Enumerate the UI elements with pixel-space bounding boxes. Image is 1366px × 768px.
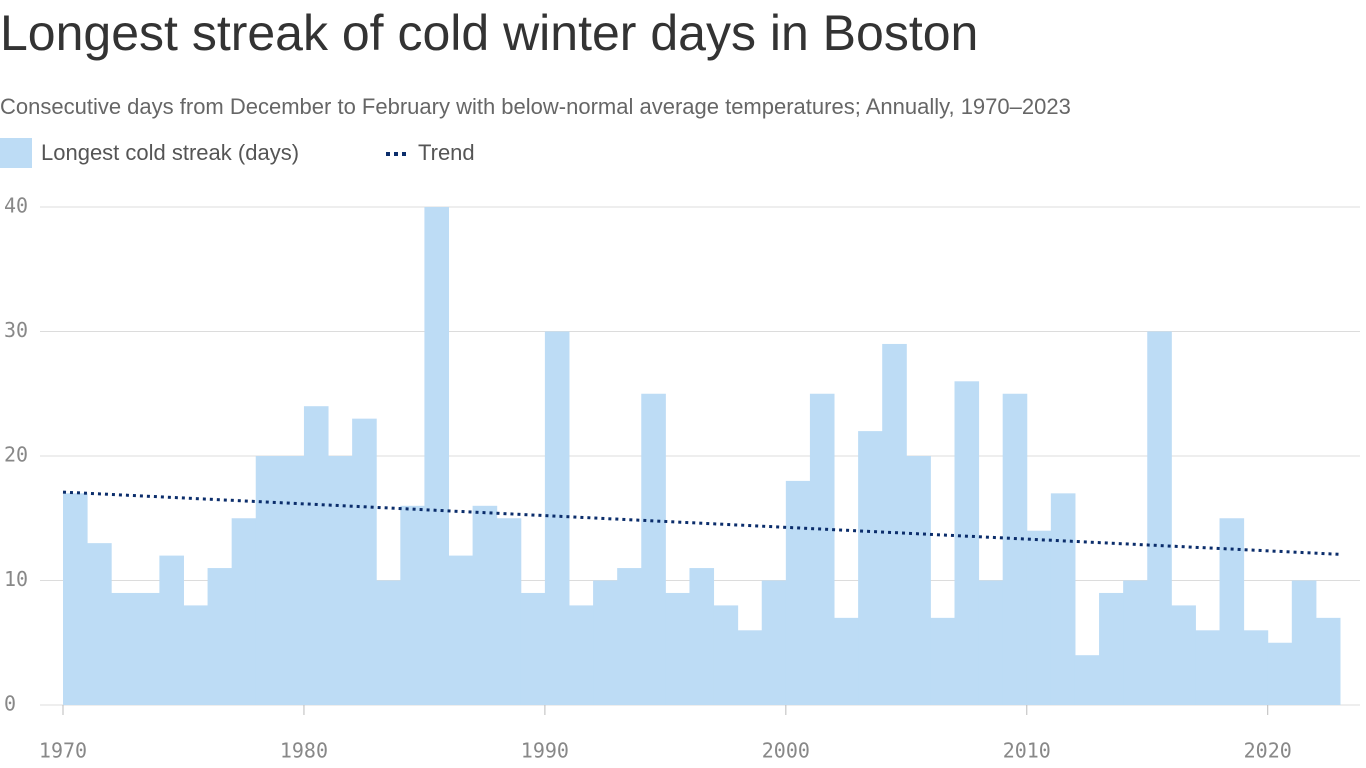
bar	[544, 331, 570, 705]
bar	[303, 406, 329, 705]
bar	[858, 431, 883, 705]
legend: Longest cold streak (days) Trend	[0, 138, 475, 168]
y-tick-label: 20	[4, 443, 28, 467]
x-tick-label: 2020	[1244, 739, 1292, 763]
overlay	[62, 490, 1341, 556]
x-tick-label: 1980	[280, 739, 328, 763]
bar	[159, 555, 184, 705]
x-tick-label: 1990	[521, 739, 569, 763]
bar	[761, 580, 787, 705]
chart-subtitle: Consecutive days from December to Februa…	[0, 94, 1071, 119]
bar	[1243, 630, 1269, 705]
bar	[978, 580, 1004, 705]
bar	[785, 480, 811, 705]
bar	[1147, 331, 1172, 705]
bar	[1050, 493, 1076, 705]
bar	[1315, 617, 1341, 705]
bar	[279, 456, 305, 705]
bar	[135, 592, 160, 705]
y-tick-label: 0	[4, 692, 16, 716]
bar	[954, 381, 980, 705]
bar	[617, 568, 642, 705]
bar	[834, 617, 859, 705]
y-tick-label: 40	[4, 194, 28, 218]
x-tick-label: 2000	[762, 739, 810, 763]
bar	[63, 493, 88, 705]
x-tick-label: 1970	[39, 739, 87, 763]
y-tick-label: 30	[4, 318, 28, 342]
bar	[111, 592, 136, 705]
legend-label: Trend	[418, 140, 475, 165]
bar	[593, 580, 618, 705]
bar	[713, 605, 739, 705]
bar	[1099, 592, 1124, 705]
bar	[448, 555, 474, 705]
bar	[352, 418, 377, 705]
chart-title: Longest streak of cold winter days in Bo…	[0, 5, 978, 61]
bar	[1026, 530, 1052, 705]
bar	[1171, 605, 1196, 705]
bar	[737, 630, 763, 705]
bar	[882, 343, 907, 705]
bars	[63, 207, 1341, 705]
bar	[1002, 393, 1028, 705]
bar	[231, 518, 257, 705]
bar	[809, 393, 835, 705]
legend-swatch	[0, 138, 32, 168]
bar	[520, 592, 546, 705]
bar	[1195, 630, 1221, 705]
bar	[689, 568, 715, 705]
bar	[1074, 655, 1100, 705]
bar	[376, 580, 401, 705]
bar	[328, 456, 353, 705]
trend-line	[62, 490, 1341, 556]
bar	[400, 505, 425, 705]
legend-label: Longest cold streak (days)	[41, 140, 299, 165]
bar	[665, 592, 690, 705]
bar	[207, 568, 233, 705]
x-tick-label: 2010	[1003, 739, 1051, 763]
bar	[472, 505, 498, 705]
bar	[1267, 642, 1293, 705]
bar	[87, 543, 112, 705]
bar	[1123, 580, 1148, 705]
bar	[568, 605, 594, 705]
bar	[183, 605, 209, 705]
bar	[930, 617, 955, 705]
y-tick-label: 10	[4, 567, 28, 591]
bar	[1291, 580, 1317, 705]
bar	[1219, 518, 1245, 705]
bar	[906, 456, 931, 705]
bar	[641, 393, 666, 705]
bar	[255, 456, 281, 705]
bar	[424, 207, 450, 705]
bar	[496, 518, 522, 705]
